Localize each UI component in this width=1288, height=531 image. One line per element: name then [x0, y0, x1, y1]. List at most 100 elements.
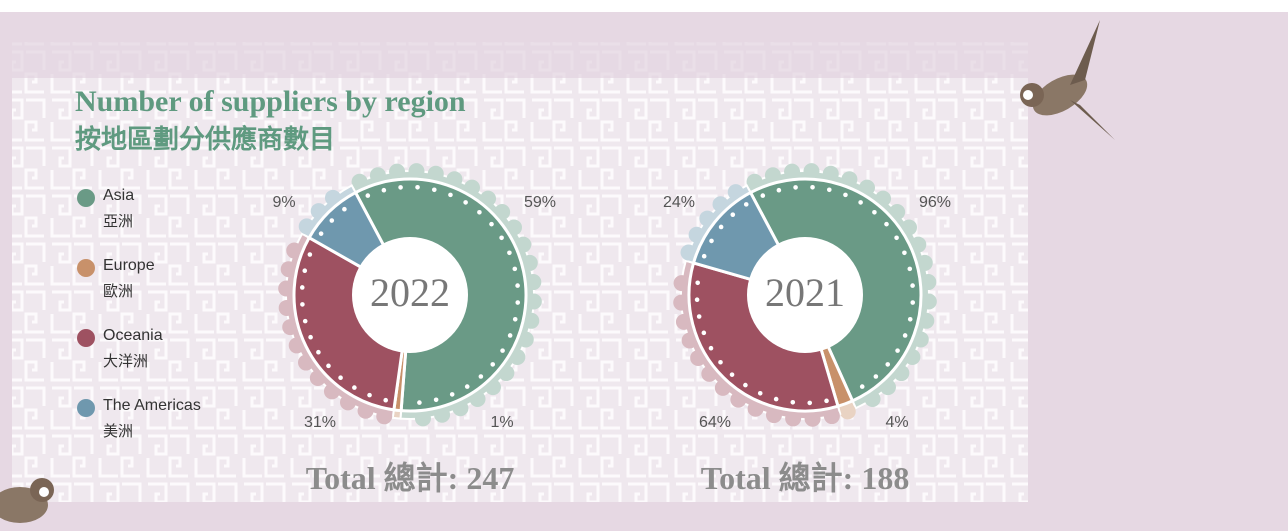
- dot: [367, 392, 372, 398]
- dot: [342, 206, 347, 212]
- scallop: [804, 410, 821, 427]
- dot: [858, 200, 863, 205]
- center-label: 2021: [765, 270, 845, 315]
- dot: [490, 362, 496, 367]
- dot: [507, 250, 512, 256]
- dot: [743, 202, 749, 207]
- scallop: [690, 349, 707, 366]
- dot: [910, 300, 916, 305]
- scallop: [920, 293, 937, 310]
- dot: [872, 209, 877, 215]
- top-strip: [0, 0, 1288, 12]
- scallop: [680, 244, 697, 261]
- center-disc: [352, 237, 468, 353]
- dot: [318, 231, 324, 236]
- dot: [894, 235, 899, 241]
- dot: [810, 184, 815, 190]
- scallop: [875, 190, 892, 207]
- scallop: [730, 391, 747, 408]
- dot: [515, 283, 520, 288]
- dot: [512, 316, 518, 322]
- dot: [433, 397, 439, 403]
- dot: [507, 333, 513, 338]
- scallop: [893, 365, 910, 382]
- scallop: [822, 165, 839, 182]
- scallop: [509, 349, 526, 365]
- scallop: [351, 173, 368, 190]
- scallop: [688, 226, 705, 243]
- dot: [448, 192, 453, 198]
- dot: [302, 318, 308, 324]
- scallop: [464, 179, 480, 196]
- scallop: [746, 173, 763, 190]
- scallop: [879, 379, 896, 396]
- legend-label-zh: 美洲: [103, 423, 133, 440]
- scallop: [675, 313, 692, 330]
- dot: [302, 268, 308, 274]
- dot: [300, 302, 305, 307]
- scallop: [369, 167, 386, 184]
- legend-label: Europe: [103, 257, 155, 274]
- scallop: [803, 163, 820, 180]
- scallop: [298, 218, 315, 235]
- scallop: [282, 319, 299, 336]
- dot: [843, 192, 848, 198]
- scallop: [727, 184, 744, 201]
- dot: [790, 400, 796, 405]
- scallop: [681, 332, 698, 349]
- dot: [826, 187, 832, 193]
- dot: [307, 252, 313, 257]
- scallop: [357, 402, 374, 419]
- scallop: [673, 275, 690, 292]
- dot: [793, 185, 798, 190]
- scallop: [764, 167, 781, 184]
- scallop: [288, 337, 305, 354]
- scallop: [839, 403, 856, 420]
- scallop: [286, 242, 303, 259]
- scallop: [427, 165, 444, 182]
- pie-chart: 96% 4% 64% 24% 2021 Total 總計: 188: [663, 163, 951, 496]
- dot: [352, 385, 357, 390]
- scallop: [469, 390, 486, 407]
- value-label: 4%: [885, 414, 908, 431]
- scallop: [747, 400, 764, 417]
- legend-label: Oceania: [103, 327, 163, 344]
- total-value: 247: [466, 460, 514, 496]
- dot: [694, 297, 700, 303]
- dot: [329, 218, 335, 223]
- legend-label-zh: 歐洲: [103, 283, 133, 300]
- dot: [884, 221, 889, 227]
- dot: [477, 209, 482, 215]
- legend-label-zh: 亞洲: [103, 213, 133, 230]
- dot: [499, 235, 504, 241]
- dot: [773, 396, 779, 402]
- dot: [776, 187, 782, 193]
- center-disc: [747, 237, 863, 353]
- dot: [701, 253, 707, 259]
- legend-swatch: [77, 189, 95, 207]
- scallop: [712, 196, 729, 213]
- dot: [316, 349, 321, 355]
- dot: [730, 212, 736, 217]
- scallop: [900, 219, 917, 236]
- dot: [873, 374, 879, 379]
- scallop: [309, 369, 326, 386]
- legend-swatch: [77, 259, 95, 277]
- dot: [489, 221, 494, 227]
- value-label: 24%: [663, 194, 695, 211]
- total: Total 總計: 188: [701, 460, 910, 496]
- total: Total 總計: 247: [306, 460, 515, 496]
- dot: [708, 345, 714, 351]
- scallop: [904, 349, 921, 365]
- scallop: [785, 410, 802, 427]
- dot: [718, 224, 724, 230]
- legend-label-zh: 大洋洲: [103, 353, 148, 370]
- scallop: [280, 261, 297, 278]
- scallop: [859, 179, 875, 196]
- center-label: 2022: [370, 270, 450, 315]
- bird: [0, 478, 54, 523]
- dot: [729, 372, 735, 377]
- dot: [907, 266, 913, 272]
- scallop: [505, 219, 522, 236]
